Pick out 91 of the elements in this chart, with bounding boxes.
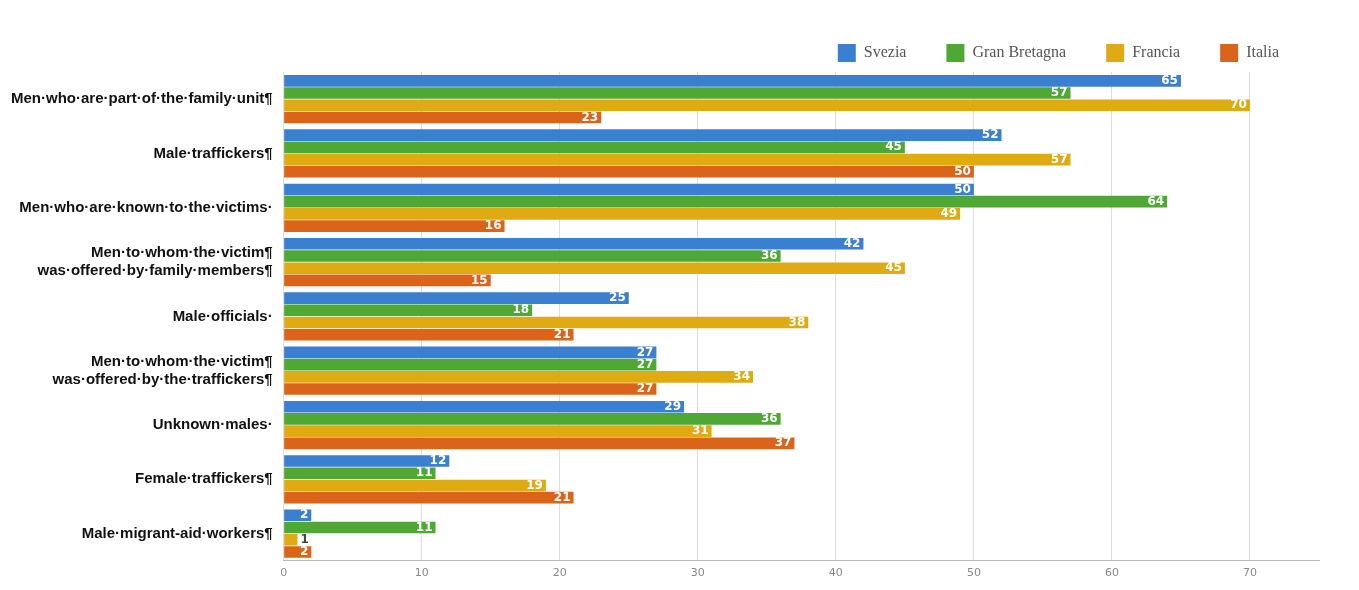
data-label: 36: [760, 411, 778, 426]
bar: [284, 274, 491, 287]
bar: [284, 87, 1071, 99]
data-label: 36: [760, 248, 778, 263]
bar: [284, 304, 533, 317]
data-label: 57: [1050, 85, 1068, 100]
bar: [284, 165, 974, 178]
data-label: 21: [553, 489, 571, 504]
bar: [284, 400, 684, 413]
data-label: 25: [609, 290, 626, 305]
data-label: 45: [885, 139, 902, 154]
y-tick-label: Male·officials·: [172, 306, 273, 324]
x-tick-label: 0: [280, 566, 288, 580]
data-label: 37: [774, 435, 792, 450]
x-tick-label: 60: [1104, 566, 1119, 580]
data-label: 65: [1161, 72, 1178, 87]
x-tick-label: 30: [690, 566, 705, 580]
data-label: 50: [954, 163, 971, 178]
bar: [284, 237, 864, 250]
y-tick-label: Male·traffickers¶: [153, 143, 273, 161]
data-label: 12: [429, 453, 447, 468]
data-label: 15: [471, 272, 488, 287]
bar: [284, 99, 1250, 112]
data-label: 52: [981, 127, 999, 142]
y-tick-label: Unknown·males·: [152, 415, 273, 433]
bar: [284, 437, 795, 450]
y-tick-label: Men·who·are·part·of·the·family·unit¶: [10, 89, 273, 107]
data-label: 18: [512, 302, 530, 317]
legend-label: Italia: [1246, 43, 1280, 61]
data-label: 11: [415, 465, 433, 480]
bar: [284, 111, 602, 124]
bar: [284, 153, 1071, 166]
bar: [284, 316, 809, 329]
data-label: 64: [1147, 193, 1165, 208]
bar: [284, 220, 505, 232]
legend-label: Gran Bretagna: [972, 43, 1067, 62]
bar: [284, 533, 298, 546]
bar: [284, 358, 657, 371]
bar: [284, 479, 546, 492]
data-label: 16: [484, 218, 502, 233]
x-tick-label: 20: [552, 566, 567, 580]
y-tick-label: Men·to·whom·the·victim¶ was·offered·by·the·traffickers¶: [51, 351, 273, 387]
y-tick-label: Female·traffickers¶: [135, 469, 273, 487]
y-tick-label: Men·to·whom·the·victim¶ was·offered·by·family·members¶: [36, 243, 273, 279]
bar: [284, 195, 1168, 208]
x-tick-label: 70: [1242, 566, 1257, 580]
data-label: 38: [788, 314, 806, 329]
data-label: 27: [636, 356, 654, 371]
data-label: 45: [885, 260, 902, 275]
bar: [284, 262, 905, 274]
data-label: 42: [843, 235, 861, 250]
y-tick-label: Male·migrant-aid·workers¶: [81, 523, 273, 541]
y-tick-label: Men·who·are·known·to·the·victims·: [19, 197, 273, 215]
data-label: 31: [691, 423, 709, 438]
bar: [284, 346, 657, 359]
data-label: 29: [664, 398, 681, 413]
bar: [284, 75, 1181, 87]
bar: [284, 292, 629, 304]
bar: [284, 183, 974, 196]
bar: [284, 141, 905, 154]
bar: [284, 413, 781, 425]
legend-label: Svezia: [863, 43, 907, 61]
data-label: 23: [581, 109, 599, 124]
data-label: 11: [415, 519, 433, 534]
bar: [284, 129, 1002, 141]
data-label: 49: [940, 206, 958, 221]
legend-label: Francia: [1132, 43, 1181, 61]
data-label: 1: [300, 531, 309, 546]
bar: [284, 455, 450, 467]
bar: [284, 425, 712, 437]
bar: [284, 491, 574, 504]
data-label: 2: [299, 507, 309, 522]
bar: [284, 383, 657, 395]
x-tick-label: 40: [828, 566, 843, 580]
bar: [284, 521, 436, 534]
bar: [284, 208, 961, 220]
data-label: 21: [553, 326, 571, 341]
bar: [284, 467, 436, 480]
data-label: 19: [526, 477, 543, 492]
data-label: 34: [733, 368, 751, 383]
data-label: 2: [299, 544, 309, 559]
bar: [284, 328, 574, 341]
data-label: 27: [636, 381, 654, 396]
x-tick-label: 50: [966, 566, 981, 580]
x-tick-label: 10: [414, 566, 429, 580]
bar: [284, 250, 781, 262]
data-label: 27: [636, 344, 654, 359]
data-label: 70: [1230, 97, 1247, 112]
data-label: 57: [1050, 151, 1068, 166]
bar: [284, 371, 754, 383]
data-label: 50: [954, 181, 971, 196]
